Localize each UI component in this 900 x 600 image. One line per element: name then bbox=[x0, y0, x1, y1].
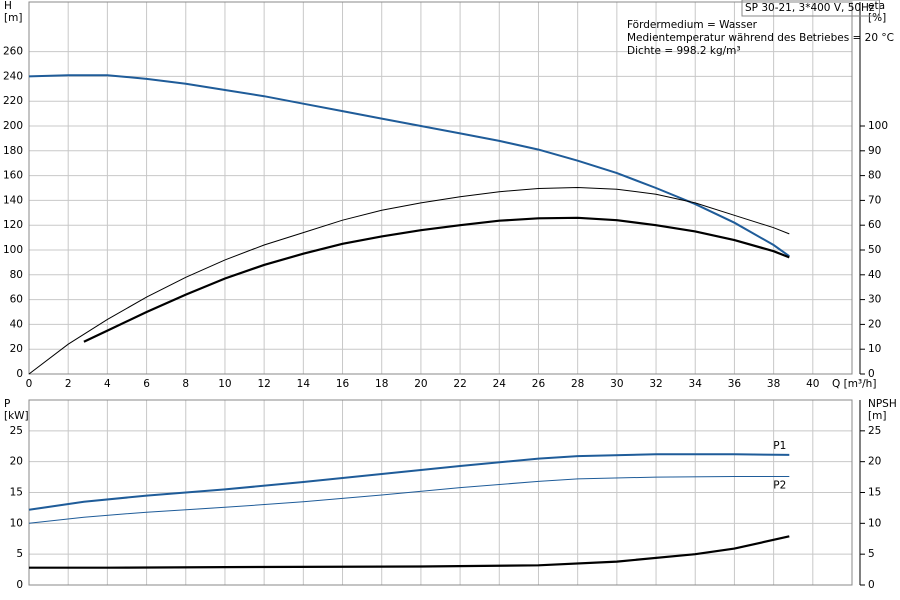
x-tick-label: 30 bbox=[610, 378, 623, 390]
x-tick-label: 2 bbox=[65, 378, 72, 390]
y-tick-label: 15 bbox=[10, 487, 23, 499]
y2-tick-label: 90 bbox=[868, 145, 881, 157]
y-tick-label: 100 bbox=[3, 244, 23, 256]
y-tick-label: 260 bbox=[3, 46, 23, 58]
y-axis-label: [m] bbox=[4, 12, 22, 24]
y2-tick-label: 10 bbox=[868, 343, 881, 355]
y2-axis-label: eta bbox=[868, 0, 885, 12]
y-tick-label: 140 bbox=[3, 194, 23, 206]
annotation: Fördermedium = Wasser bbox=[627, 19, 758, 31]
annotation: Medientemperatur während des Betriebes =… bbox=[627, 32, 894, 44]
x-tick-label: 34 bbox=[689, 378, 703, 390]
y-tick-label: 40 bbox=[10, 318, 23, 330]
y-tick-label: 200 bbox=[3, 120, 23, 132]
x-tick-label: 28 bbox=[571, 378, 584, 390]
x-tick-label: 16 bbox=[336, 378, 350, 390]
y2-tick-label: 0 bbox=[868, 368, 875, 380]
y-tick-label: 0 bbox=[16, 579, 23, 591]
y2-tick-label: 15 bbox=[868, 487, 881, 499]
x-tick-label: 36 bbox=[728, 378, 742, 390]
y2-tick-label: 50 bbox=[868, 244, 881, 256]
x-tick-label: 8 bbox=[182, 378, 189, 390]
y2-tick-label: 5 bbox=[868, 548, 875, 560]
series-label: P1 bbox=[773, 440, 786, 452]
x-tick-label: 38 bbox=[767, 378, 780, 390]
y-tick-label: 220 bbox=[3, 95, 23, 107]
x-tick-label: 14 bbox=[297, 378, 311, 390]
y2-tick-label: 25 bbox=[868, 425, 881, 437]
y-tick-label: 5 bbox=[16, 548, 23, 560]
y-tick-label: 25 bbox=[10, 425, 23, 437]
y2-tick-label: 70 bbox=[868, 194, 881, 206]
x-tick-label: 24 bbox=[493, 378, 507, 390]
y2-tick-label: 60 bbox=[868, 219, 881, 231]
y2-tick-label: 100 bbox=[868, 120, 888, 132]
x-tick-label: 6 bbox=[143, 378, 150, 390]
y-tick-label: 180 bbox=[3, 145, 23, 157]
x-axis-label: Q [m³/h] bbox=[832, 378, 876, 390]
x-tick-label: 26 bbox=[532, 378, 546, 390]
x-tick-label: 40 bbox=[806, 378, 819, 390]
y2-axis-label: NPSH bbox=[868, 398, 897, 410]
y-tick-label: 60 bbox=[10, 294, 23, 306]
y-tick-label: 10 bbox=[10, 517, 23, 529]
annotation: Dichte = 998.2 kg/m³ bbox=[627, 45, 741, 57]
model-box bbox=[741, 0, 880, 17]
x-tick-label: 22 bbox=[453, 378, 466, 390]
y-tick-label: 120 bbox=[3, 219, 23, 231]
y2-tick-label: 40 bbox=[868, 269, 881, 281]
y-tick-label: 0 bbox=[16, 368, 23, 380]
x-tick-label: 4 bbox=[104, 378, 111, 390]
y-axis-label: H bbox=[4, 0, 12, 12]
plot-frame bbox=[28, 399, 853, 586]
curve bbox=[28, 186, 790, 375]
y2-tick-label: 20 bbox=[868, 456, 881, 468]
plot-frame bbox=[28, 1, 853, 375]
y-tick-label: 240 bbox=[3, 70, 23, 82]
y-axis-label: P bbox=[4, 398, 10, 410]
curve bbox=[28, 453, 790, 511]
curve bbox=[29, 535, 790, 569]
x-tick-label: 18 bbox=[375, 378, 388, 390]
y2-tick-label: 0 bbox=[868, 579, 875, 591]
series-label: P2 bbox=[773, 479, 786, 491]
y2-tick-label: 80 bbox=[868, 170, 881, 182]
y2-tick-label: 10 bbox=[868, 517, 881, 529]
curve bbox=[28, 476, 790, 524]
y-tick-label: 160 bbox=[3, 170, 23, 182]
x-tick-label: 32 bbox=[649, 378, 662, 390]
y2-axis-label: [%] bbox=[868, 12, 886, 24]
x-tick-label: 20 bbox=[414, 378, 427, 390]
y-tick-label: 20 bbox=[10, 456, 23, 468]
x-tick-label: 10 bbox=[218, 378, 231, 390]
y-tick-label: 20 bbox=[10, 343, 23, 355]
y2-tick-label: 20 bbox=[868, 318, 881, 330]
curve bbox=[83, 216, 790, 343]
y2-axis-label: [m] bbox=[868, 410, 886, 422]
y-axis-label: [kW] bbox=[4, 410, 29, 422]
y-tick-label: 80 bbox=[10, 269, 23, 281]
x-tick-label: 12 bbox=[257, 378, 270, 390]
model-title: SP 30-21, 3*400 V, 50Hz bbox=[745, 2, 875, 14]
curve bbox=[28, 74, 790, 258]
y2-tick-label: 30 bbox=[868, 294, 881, 306]
x-tick-label: 0 bbox=[26, 378, 33, 390]
